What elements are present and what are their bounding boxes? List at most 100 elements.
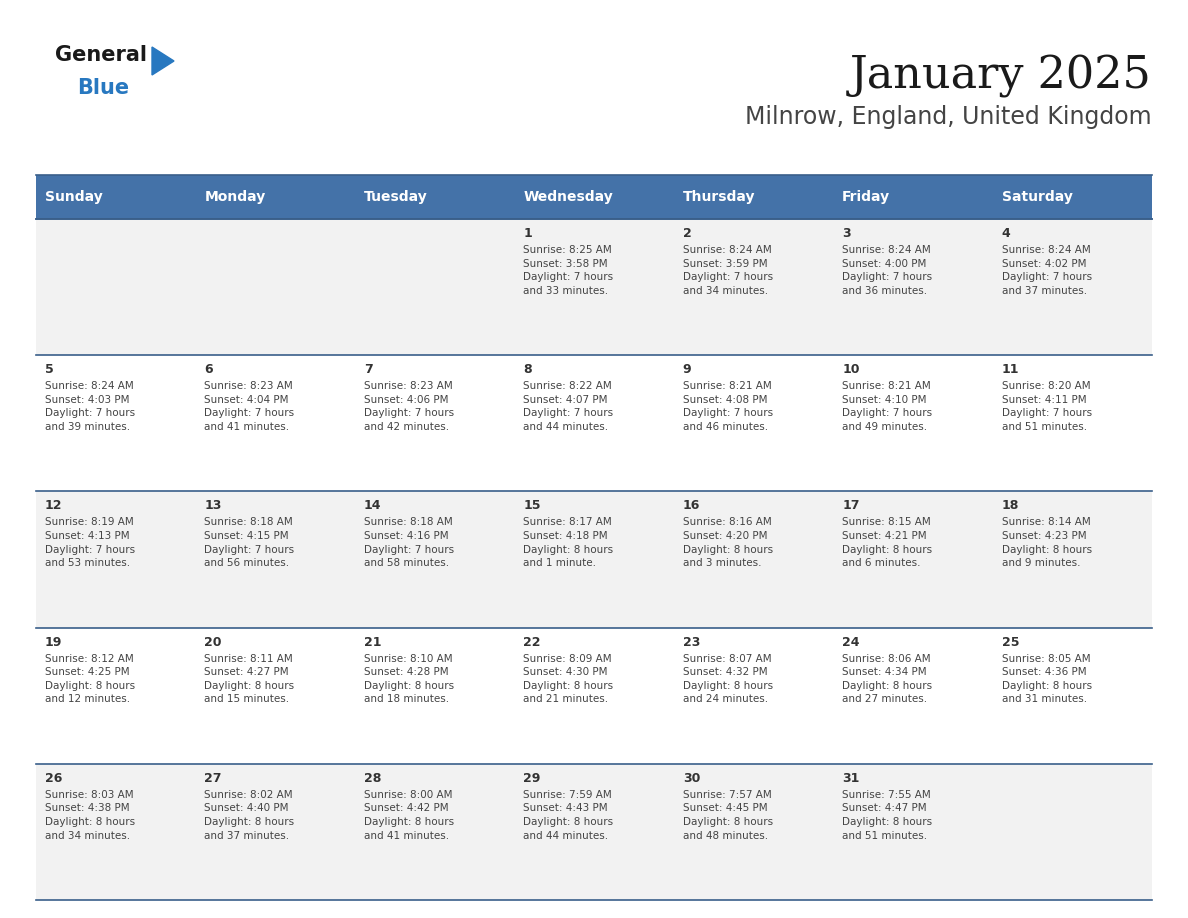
Text: Monday: Monday xyxy=(204,190,266,204)
Text: 20: 20 xyxy=(204,635,222,649)
Bar xyxy=(196,355,355,491)
Text: 18: 18 xyxy=(1001,499,1019,512)
Text: Sunrise: 8:20 AM
Sunset: 4:11 PM
Daylight: 7 hours
and 51 minutes.: Sunrise: 8:20 AM Sunset: 4:11 PM Dayligh… xyxy=(1001,381,1092,432)
Bar xyxy=(992,764,1152,900)
Text: General: General xyxy=(55,45,147,65)
Text: Sunrise: 8:21 AM
Sunset: 4:08 PM
Daylight: 7 hours
and 46 minutes.: Sunrise: 8:21 AM Sunset: 4:08 PM Dayligh… xyxy=(683,381,773,432)
Bar xyxy=(355,491,514,628)
Text: Sunrise: 8:18 AM
Sunset: 4:16 PM
Daylight: 7 hours
and 58 minutes.: Sunrise: 8:18 AM Sunset: 4:16 PM Dayligh… xyxy=(364,518,454,568)
Text: 27: 27 xyxy=(204,772,222,785)
Bar xyxy=(514,764,674,900)
Bar xyxy=(355,355,514,491)
Text: 11: 11 xyxy=(1001,364,1019,376)
Text: 10: 10 xyxy=(842,364,860,376)
Bar xyxy=(992,628,1152,764)
Bar xyxy=(355,219,514,355)
Text: Sunrise: 8:05 AM
Sunset: 4:36 PM
Daylight: 8 hours
and 31 minutes.: Sunrise: 8:05 AM Sunset: 4:36 PM Dayligh… xyxy=(1001,654,1092,704)
Bar xyxy=(36,175,196,219)
Bar xyxy=(196,628,355,764)
Text: 12: 12 xyxy=(45,499,63,512)
Text: Sunday: Sunday xyxy=(45,190,102,204)
Bar xyxy=(514,355,674,491)
Text: 2: 2 xyxy=(683,227,691,240)
Text: Sunrise: 8:23 AM
Sunset: 4:06 PM
Daylight: 7 hours
and 42 minutes.: Sunrise: 8:23 AM Sunset: 4:06 PM Dayligh… xyxy=(364,381,454,432)
Bar xyxy=(36,355,196,491)
Text: 6: 6 xyxy=(204,364,213,376)
Bar xyxy=(196,219,355,355)
Bar xyxy=(992,175,1152,219)
Text: 14: 14 xyxy=(364,499,381,512)
Bar xyxy=(992,355,1152,491)
Text: Sunrise: 8:18 AM
Sunset: 4:15 PM
Daylight: 7 hours
and 56 minutes.: Sunrise: 8:18 AM Sunset: 4:15 PM Dayligh… xyxy=(204,518,295,568)
Bar xyxy=(36,491,196,628)
Text: Sunrise: 7:55 AM
Sunset: 4:47 PM
Daylight: 8 hours
and 51 minutes.: Sunrise: 7:55 AM Sunset: 4:47 PM Dayligh… xyxy=(842,789,933,841)
Text: Blue: Blue xyxy=(77,78,129,98)
Text: January 2025: January 2025 xyxy=(851,55,1152,98)
Text: Thursday: Thursday xyxy=(683,190,756,204)
Polygon shape xyxy=(152,47,173,75)
Bar xyxy=(833,764,992,900)
Text: 4: 4 xyxy=(1001,227,1010,240)
Text: 13: 13 xyxy=(204,499,222,512)
Text: 31: 31 xyxy=(842,772,859,785)
Bar xyxy=(833,628,992,764)
Bar xyxy=(36,628,196,764)
Text: Sunrise: 8:17 AM
Sunset: 4:18 PM
Daylight: 8 hours
and 1 minute.: Sunrise: 8:17 AM Sunset: 4:18 PM Dayligh… xyxy=(523,518,613,568)
Text: Sunrise: 8:23 AM
Sunset: 4:04 PM
Daylight: 7 hours
and 41 minutes.: Sunrise: 8:23 AM Sunset: 4:04 PM Dayligh… xyxy=(204,381,295,432)
Bar xyxy=(355,628,514,764)
Text: 30: 30 xyxy=(683,772,700,785)
Text: 25: 25 xyxy=(1001,635,1019,649)
Text: Sunrise: 8:03 AM
Sunset: 4:38 PM
Daylight: 8 hours
and 34 minutes.: Sunrise: 8:03 AM Sunset: 4:38 PM Dayligh… xyxy=(45,789,135,841)
Bar xyxy=(674,355,833,491)
Text: 19: 19 xyxy=(45,635,63,649)
Bar xyxy=(355,175,514,219)
Text: Sunrise: 8:16 AM
Sunset: 4:20 PM
Daylight: 8 hours
and 3 minutes.: Sunrise: 8:16 AM Sunset: 4:20 PM Dayligh… xyxy=(683,518,773,568)
Text: Sunrise: 8:10 AM
Sunset: 4:28 PM
Daylight: 8 hours
and 18 minutes.: Sunrise: 8:10 AM Sunset: 4:28 PM Dayligh… xyxy=(364,654,454,704)
Text: 22: 22 xyxy=(523,635,541,649)
Bar xyxy=(196,175,355,219)
Text: 15: 15 xyxy=(523,499,541,512)
Bar xyxy=(992,491,1152,628)
Text: Sunrise: 8:24 AM
Sunset: 4:03 PM
Daylight: 7 hours
and 39 minutes.: Sunrise: 8:24 AM Sunset: 4:03 PM Dayligh… xyxy=(45,381,135,432)
Text: 23: 23 xyxy=(683,635,700,649)
Text: Sunrise: 8:25 AM
Sunset: 3:58 PM
Daylight: 7 hours
and 33 minutes.: Sunrise: 8:25 AM Sunset: 3:58 PM Dayligh… xyxy=(523,245,613,296)
Text: 1: 1 xyxy=(523,227,532,240)
Text: Sunrise: 8:14 AM
Sunset: 4:23 PM
Daylight: 8 hours
and 9 minutes.: Sunrise: 8:14 AM Sunset: 4:23 PM Dayligh… xyxy=(1001,518,1092,568)
Bar xyxy=(355,764,514,900)
Text: Sunrise: 8:24 AM
Sunset: 3:59 PM
Daylight: 7 hours
and 34 minutes.: Sunrise: 8:24 AM Sunset: 3:59 PM Dayligh… xyxy=(683,245,773,296)
Text: 9: 9 xyxy=(683,364,691,376)
Text: 5: 5 xyxy=(45,364,53,376)
Text: Sunrise: 8:21 AM
Sunset: 4:10 PM
Daylight: 7 hours
and 49 minutes.: Sunrise: 8:21 AM Sunset: 4:10 PM Dayligh… xyxy=(842,381,933,432)
Text: 3: 3 xyxy=(842,227,851,240)
Text: Sunrise: 8:00 AM
Sunset: 4:42 PM
Daylight: 8 hours
and 41 minutes.: Sunrise: 8:00 AM Sunset: 4:42 PM Dayligh… xyxy=(364,789,454,841)
Bar xyxy=(674,628,833,764)
Text: Sunrise: 8:22 AM
Sunset: 4:07 PM
Daylight: 7 hours
and 44 minutes.: Sunrise: 8:22 AM Sunset: 4:07 PM Dayligh… xyxy=(523,381,613,432)
Bar xyxy=(833,175,992,219)
Bar xyxy=(674,764,833,900)
Bar xyxy=(514,491,674,628)
Text: 21: 21 xyxy=(364,635,381,649)
Text: 24: 24 xyxy=(842,635,860,649)
Text: 29: 29 xyxy=(523,772,541,785)
Bar xyxy=(674,219,833,355)
Text: 16: 16 xyxy=(683,499,700,512)
Text: 26: 26 xyxy=(45,772,63,785)
Text: Sunrise: 8:09 AM
Sunset: 4:30 PM
Daylight: 8 hours
and 21 minutes.: Sunrise: 8:09 AM Sunset: 4:30 PM Dayligh… xyxy=(523,654,613,704)
Text: Milnrow, England, United Kingdom: Milnrow, England, United Kingdom xyxy=(745,105,1152,129)
Bar xyxy=(992,219,1152,355)
Text: 28: 28 xyxy=(364,772,381,785)
Text: 7: 7 xyxy=(364,364,373,376)
Bar xyxy=(36,219,196,355)
Bar xyxy=(36,764,196,900)
Bar xyxy=(514,175,674,219)
Bar xyxy=(514,628,674,764)
Text: Sunrise: 8:24 AM
Sunset: 4:02 PM
Daylight: 7 hours
and 37 minutes.: Sunrise: 8:24 AM Sunset: 4:02 PM Dayligh… xyxy=(1001,245,1092,296)
Text: Saturday: Saturday xyxy=(1001,190,1073,204)
Bar xyxy=(674,175,833,219)
Bar xyxy=(833,355,992,491)
Text: Sunrise: 8:24 AM
Sunset: 4:00 PM
Daylight: 7 hours
and 36 minutes.: Sunrise: 8:24 AM Sunset: 4:00 PM Dayligh… xyxy=(842,245,933,296)
Text: Sunrise: 7:57 AM
Sunset: 4:45 PM
Daylight: 8 hours
and 48 minutes.: Sunrise: 7:57 AM Sunset: 4:45 PM Dayligh… xyxy=(683,789,773,841)
Bar xyxy=(196,764,355,900)
Text: 17: 17 xyxy=(842,499,860,512)
Text: Sunrise: 7:59 AM
Sunset: 4:43 PM
Daylight: 8 hours
and 44 minutes.: Sunrise: 7:59 AM Sunset: 4:43 PM Dayligh… xyxy=(523,789,613,841)
